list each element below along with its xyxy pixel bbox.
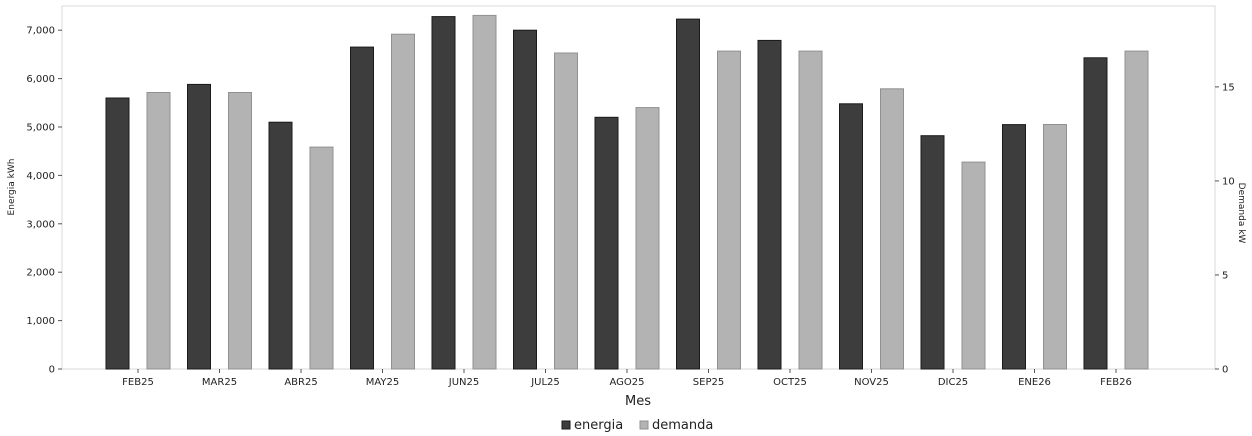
left-axis: 0 1,000 2,000 3,000 4,000 5,000 6,000 7,000: [26, 26, 62, 376]
demanda-bar-jul25: [554, 52, 578, 370]
x-tick-label: ABR25: [284, 377, 317, 388]
demanda-bar-mar25: [228, 92, 252, 370]
bars-layer: [105, 14, 1149, 370]
x-axis: FEB25 MAR25 ABR25 MAY25 JUN25 JUL25 AGO25 SEP25…: [122, 369, 1132, 388]
x-tick-label: MAR25: [202, 377, 237, 388]
right-axis: 0 5 10 15: [1215, 82, 1235, 376]
energia-bar-oct25: [757, 39, 782, 370]
energia-bar-ago25: [594, 116, 619, 370]
energia-bar-may25: [350, 46, 374, 370]
right-tick-label: 5: [1222, 270, 1228, 281]
demanda-bar-feb26: [1124, 50, 1149, 370]
demanda-bar-sep25: [717, 50, 741, 370]
left-tick-label: 7,000: [26, 26, 55, 37]
legend: energia demanda: [561, 418, 713, 433]
left-tick-label: 6,000: [26, 74, 55, 85]
energia-bar-ene26: [1002, 124, 1026, 370]
energia-bar-abr25: [268, 121, 293, 370]
right-axis-title: Demanda kW: [1236, 183, 1246, 244]
demanda-bar-ene26: [1043, 124, 1067, 370]
energia-bar-sep25: [676, 18, 700, 370]
legend-swatch-energia: [561, 420, 571, 430]
x-axis-title: Mes: [625, 394, 651, 409]
demanda-bar-abr25: [309, 146, 334, 370]
energia-bar-nov25: [839, 103, 863, 370]
left-axis-title: Energia kWh: [7, 159, 17, 216]
left-tick-label: 3,000: [26, 219, 55, 230]
demanda-bar-dic25: [961, 161, 986, 370]
x-tick-label: MAY25: [366, 377, 400, 388]
demanda-bar-jun25: [472, 14, 497, 370]
left-tick-label: 5,000: [26, 123, 55, 134]
right-tick-label: 0: [1222, 365, 1228, 376]
right-tick-label: 10: [1222, 176, 1235, 187]
energia-bar-dic25: [920, 135, 945, 370]
x-tick-label: JUL25: [530, 377, 560, 388]
demanda-bar-ago25: [635, 107, 660, 370]
left-tick-label: 2,000: [26, 268, 55, 279]
x-tick-label: ENE26: [1018, 377, 1051, 388]
x-tick-label: FEB25: [122, 377, 154, 388]
x-tick-label: DIC25: [938, 377, 968, 388]
energia-bar-feb26: [1083, 57, 1108, 370]
x-tick-label: OCT25: [773, 377, 807, 388]
demanda-bar-oct25: [798, 50, 823, 370]
x-tick-label: SEP25: [693, 377, 724, 388]
x-tick-label: JUN25: [448, 377, 479, 388]
energia-bar-feb25: [105, 97, 130, 370]
x-tick-label: NOV25: [854, 377, 889, 388]
left-tick-label: 0: [49, 365, 55, 376]
right-tick-label: 15: [1222, 82, 1235, 93]
x-tick-label: FEB26: [1100, 377, 1132, 388]
demanda-bar-nov25: [880, 88, 904, 370]
energia-bar-jun25: [431, 16, 456, 370]
legend-swatch-demanda: [639, 420, 649, 430]
legend-label-energia: energia: [574, 418, 623, 433]
energia-bar-jul25: [513, 29, 537, 370]
energia-bar-mar25: [187, 83, 211, 370]
x-tick-label: AGO25: [609, 377, 644, 388]
left-tick-label: 4,000: [26, 171, 55, 182]
left-tick-label: 1,000: [26, 316, 55, 327]
legend-label-demanda: demanda: [652, 418, 713, 433]
demanda-bar-feb25: [146, 92, 171, 370]
demanda-bar-may25: [391, 33, 415, 370]
